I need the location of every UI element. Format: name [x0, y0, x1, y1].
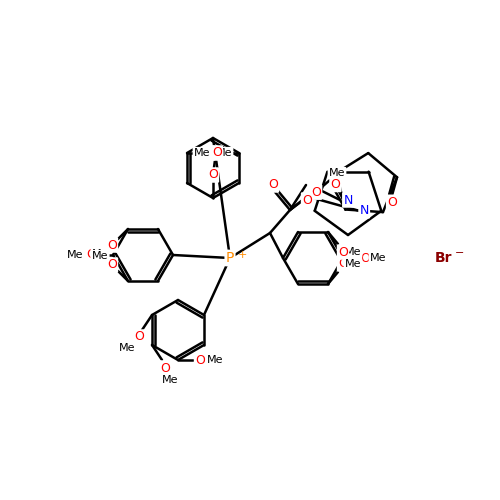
- Text: O: O: [360, 252, 370, 264]
- Text: −: −: [455, 248, 464, 258]
- Text: P: P: [226, 251, 234, 265]
- Text: Me: Me: [345, 259, 361, 269]
- Text: Me: Me: [216, 148, 232, 158]
- Text: O: O: [330, 178, 340, 191]
- Text: O: O: [311, 186, 321, 198]
- Text: O: O: [311, 186, 321, 198]
- Text: N: N: [344, 194, 352, 206]
- Text: Me: Me: [67, 250, 83, 260]
- Text: Me: Me: [194, 148, 210, 158]
- Text: Me: Me: [370, 253, 386, 263]
- Text: Me: Me: [210, 149, 226, 159]
- Text: O: O: [338, 246, 348, 258]
- Text: O: O: [195, 354, 205, 366]
- Text: Me: Me: [92, 251, 108, 261]
- Text: O: O: [268, 178, 278, 192]
- Text: Me: Me: [345, 247, 361, 257]
- Text: Me: Me: [162, 375, 178, 385]
- Text: O: O: [212, 146, 222, 160]
- Text: Me: Me: [329, 168, 345, 178]
- Text: Br: Br: [435, 251, 452, 265]
- Text: O: O: [134, 330, 144, 344]
- Text: +: +: [238, 250, 248, 260]
- Text: O: O: [338, 258, 348, 270]
- Text: O: O: [107, 258, 117, 272]
- Text: O: O: [160, 362, 170, 374]
- Text: Me: Me: [92, 249, 108, 259]
- Text: O: O: [86, 248, 96, 262]
- Text: O: O: [204, 146, 214, 160]
- Text: O: O: [302, 194, 312, 206]
- Text: N: N: [360, 204, 369, 218]
- Text: Me: Me: [207, 355, 223, 365]
- Text: O: O: [107, 238, 117, 252]
- Text: O: O: [387, 196, 397, 209]
- Text: O: O: [208, 168, 218, 181]
- Text: Me: Me: [119, 343, 136, 353]
